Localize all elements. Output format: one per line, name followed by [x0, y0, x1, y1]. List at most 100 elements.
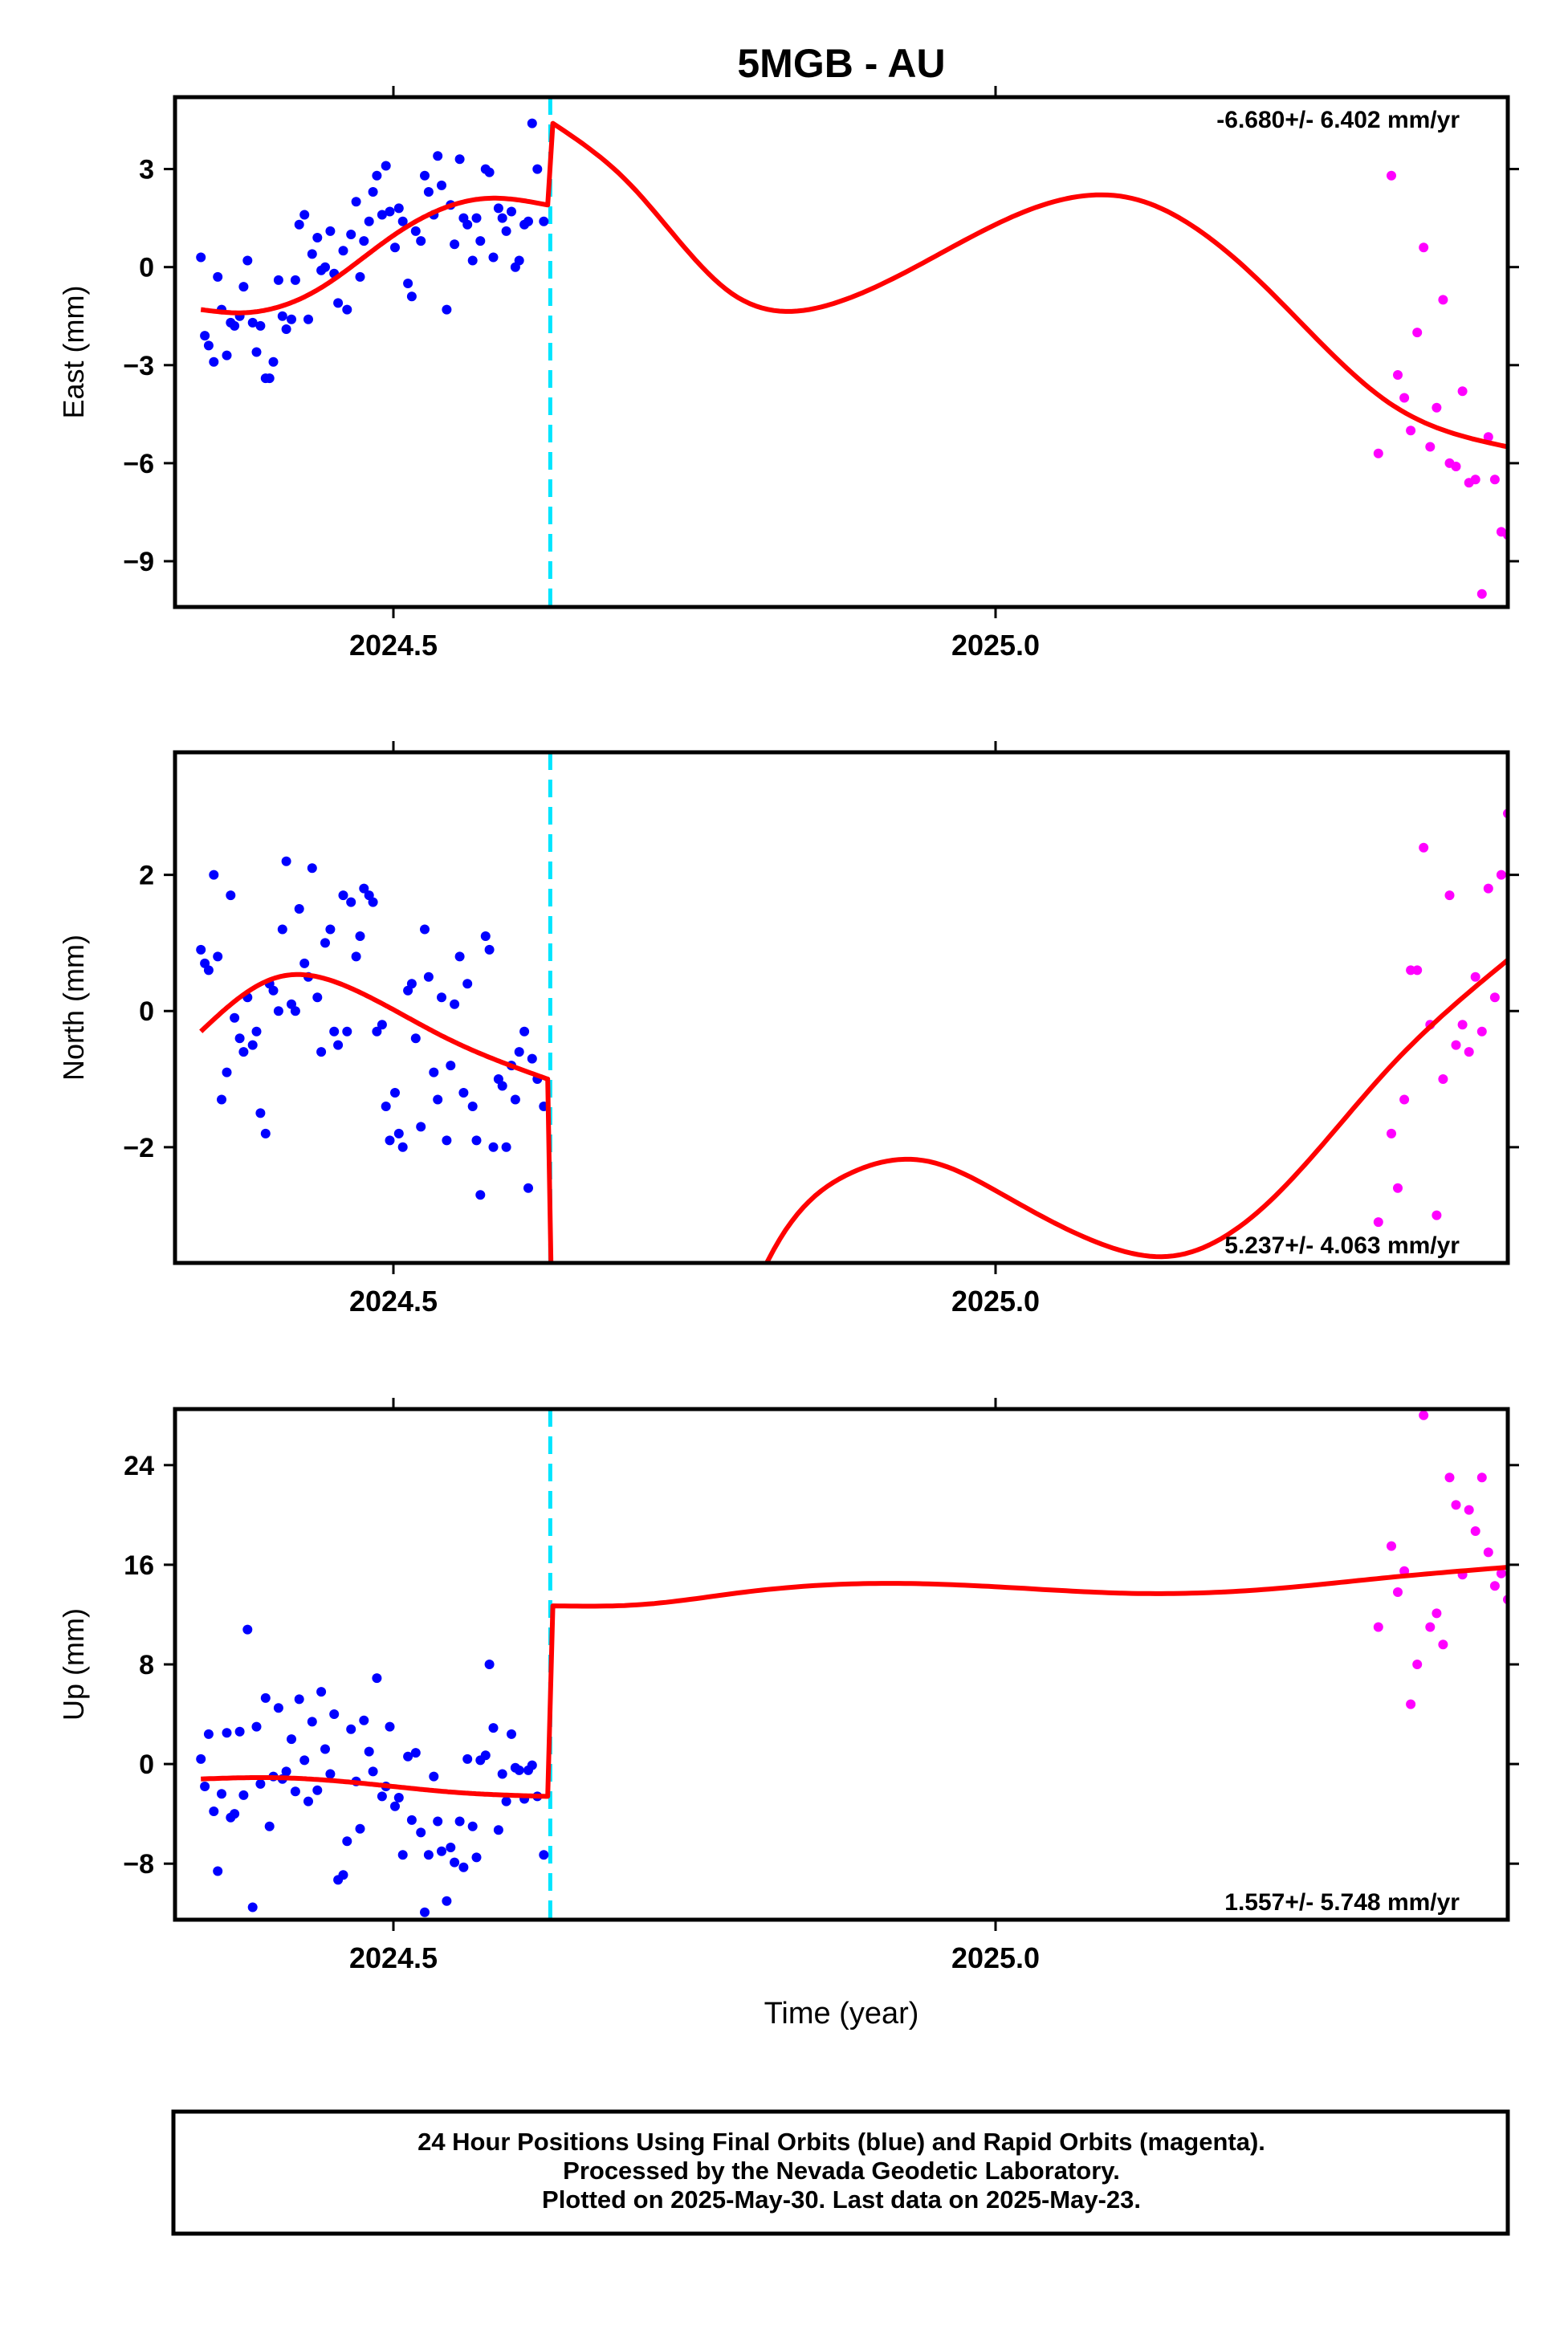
east-final-orbit-point [238, 282, 249, 292]
north-final-orbit-point [397, 1142, 408, 1152]
up-final-orbit-point [230, 1809, 240, 1819]
east-rapid-orbit-point [1470, 475, 1480, 485]
north-rapid-orbit-point [1438, 1074, 1448, 1084]
north-final-orbit-point [450, 999, 460, 1009]
east-final-orbit-point [497, 213, 507, 223]
east-final-orbit-point [209, 356, 219, 367]
north-xtick-label: 2024.5 [349, 1285, 438, 1318]
up-final-orbit-point [423, 1850, 434, 1860]
up-rapid-orbit-point [1476, 1472, 1487, 1483]
north-final-orbit-point [377, 1020, 387, 1030]
east-plot-area [196, 97, 1508, 607]
north-final-orbit-point [442, 1135, 452, 1146]
up-final-orbit-point [200, 1782, 210, 1791]
east-final-orbit-point [312, 233, 323, 242]
east-ytick-label: −3 [123, 351, 154, 381]
north-final-orbit-point [222, 1067, 232, 1077]
east-model-curve [200, 120, 1508, 450]
up-rapid-orbit-point [1496, 1568, 1506, 1578]
up-rapid-orbit-point [1419, 1410, 1429, 1420]
north-rapid-orbit-point [1419, 842, 1429, 853]
east-xtick-label: 2024.5 [349, 629, 438, 662]
up-final-orbit-point [209, 1807, 219, 1816]
north-final-orbit-point [312, 992, 323, 1003]
north-rapid-orbit-point [1457, 1020, 1468, 1030]
up-ytick-label: 8 [139, 1650, 154, 1680]
up-final-orbit-point [290, 1786, 300, 1797]
north-final-orbit-point [372, 1026, 382, 1037]
east-final-orbit-point [364, 216, 374, 226]
footer-box [171, 2109, 1510, 2236]
up-final-orbit-point [255, 1778, 266, 1789]
north-rapid-orbit-point [1412, 965, 1423, 976]
east-rapid-orbit-point [1489, 475, 1500, 485]
up-rapid-orbit-point [1425, 1622, 1436, 1632]
east-final-orbit-point [290, 275, 300, 285]
north-final-orbit-point [497, 1081, 507, 1091]
east-final-orbit-point [423, 187, 434, 197]
east-final-orbit-point [471, 213, 482, 223]
north-final-orbit-point [458, 1088, 469, 1098]
up-rapid-orbit-point [1444, 1472, 1455, 1483]
north-final-orbit-point [226, 890, 236, 901]
east-final-orbit-point [342, 304, 352, 315]
east-final-orbit-point [377, 210, 387, 220]
east-rapid-orbit-point [1425, 442, 1436, 452]
east-rapid-orbit-point [1438, 295, 1448, 305]
up-final-orbit-point [377, 1791, 387, 1802]
up-plot-area [196, 1409, 1508, 1920]
north-final-orbit-point [351, 951, 361, 962]
up-final-orbit-point [203, 1729, 214, 1739]
north-ytick-label: 0 [139, 996, 154, 1027]
up-final-orbit-point [442, 1896, 452, 1906]
east-final-orbit-point [242, 255, 253, 266]
up-final-orbit-point [446, 1843, 456, 1852]
north-final-orbit-point [514, 1047, 524, 1057]
east-rapid-orbit-point [1387, 170, 1396, 181]
up-final-orbit-point [307, 1717, 317, 1727]
east-final-orbit-point [390, 242, 400, 253]
up-final-orbit-point [493, 1825, 503, 1835]
up-rapid-orbit-point [1387, 1541, 1396, 1551]
up-final-orbit-point [247, 1902, 258, 1912]
north-rapid-orbit-point [1399, 1094, 1410, 1105]
up-final-orbit-point [393, 1793, 404, 1802]
north-final-orbit-point [480, 931, 491, 941]
east-rapid-orbit-point [1406, 426, 1416, 436]
up-final-orbit-point [329, 1709, 340, 1719]
north-rapid-orbit-point [1496, 870, 1506, 880]
north-final-orbit-point [462, 979, 473, 989]
north-rapid-orbit-point [1483, 883, 1493, 894]
footer-line-2: Processed by the Nevada Geodetic Laborat… [563, 2157, 1120, 2185]
east-final-orbit-point [268, 356, 279, 367]
east-ytick-label: 0 [139, 253, 154, 283]
up-xtick-label: 2024.5 [349, 1941, 438, 1974]
east-final-orbit-point [514, 255, 524, 266]
panel-east: 3 0 −3 −6 −9 2024.5 2025.0 East (mm) -6.680+/- 6… [57, 86, 1519, 662]
up-final-orbit-point [364, 1746, 374, 1757]
up-final-orbit-point [368, 1766, 378, 1777]
east-final-orbit-point [381, 161, 391, 171]
up-final-orbit-point [514, 1765, 524, 1775]
east-final-orbit-point [523, 216, 533, 226]
north-final-orbit-point [281, 856, 291, 866]
north-final-orbit-point [307, 863, 317, 874]
up-final-orbit-point [303, 1796, 313, 1807]
north-final-orbit-point [203, 965, 214, 976]
up-final-orbit-point [242, 1624, 253, 1635]
up-final-orbit-point [420, 1907, 430, 1917]
north-rapid-orbit-point [1464, 1047, 1474, 1057]
east-ytick-label: 3 [139, 155, 154, 185]
north-model-curve [199, 958, 1508, 1263]
north-final-orbit-point [255, 1108, 266, 1118]
north-rate-label: 5.237+/- 4.063 mm/yr [1224, 1232, 1460, 1259]
east-final-orbit-point [281, 324, 291, 334]
east-final-orbit-point [251, 347, 262, 357]
up-final-orbit-point [458, 1862, 469, 1872]
north-final-orbit-point [209, 870, 219, 880]
east-final-orbit-point [437, 180, 446, 190]
up-ytick-label: −8 [123, 1849, 154, 1880]
east-final-orbit-point [393, 203, 404, 214]
north-final-orbit-point [277, 924, 287, 935]
